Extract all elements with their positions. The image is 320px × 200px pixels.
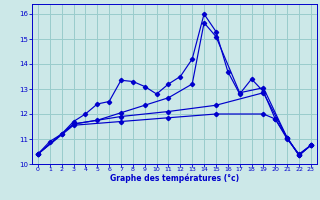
X-axis label: Graphe des températures (°c): Graphe des températures (°c)	[110, 174, 239, 183]
